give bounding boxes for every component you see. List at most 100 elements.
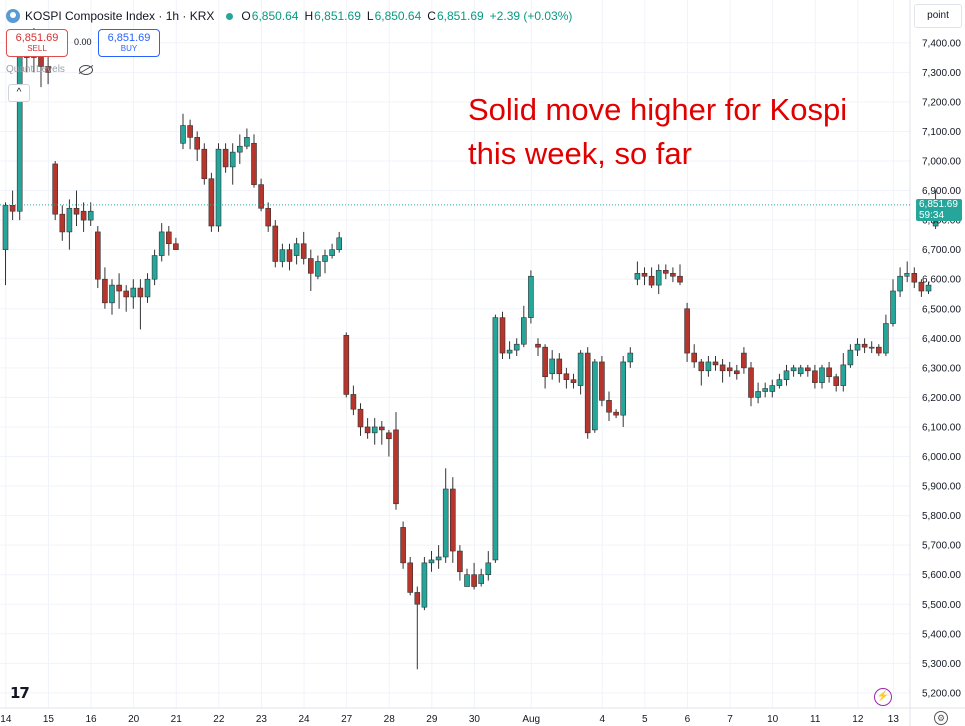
candle-body [378,426,385,431]
x-tick-label: 28 [384,714,396,725]
candle-body [307,258,314,274]
y-tick-label: 6,200.00 [922,393,961,404]
candle-body [890,290,896,324]
candle-body [797,367,804,375]
y-tick-label: 6,300.00 [922,363,961,374]
candle-body [471,574,477,587]
candle-body [620,361,627,416]
x-tick-label: 4 [599,714,605,725]
x-tick-label: 7 [727,714,733,725]
candle-body [371,426,378,434]
buy-label: BUY [120,44,138,53]
candle-body [634,272,641,280]
x-tick-label: 13 [888,714,900,725]
y-tick-label: 6,400.00 [922,334,961,345]
candle-body [52,163,59,215]
candle-body [393,429,399,505]
candle-body [535,343,541,348]
y-tick-label: 7,400.00 [922,38,961,49]
candle-body [343,335,350,395]
candle-body [400,527,406,564]
symbol-title[interactable]: KOSPI Composite Index · 1h · KRX [25,9,215,23]
low-label: L [366,9,374,23]
y-tick-label: 6,700.00 [922,245,961,256]
candle-body [229,151,236,168]
x-tick-label: 15 [43,714,55,725]
candle-body [222,148,229,168]
candle-body [364,426,371,434]
candle-body [698,361,705,372]
sell-button[interactable]: 6,851.69 SELL [6,29,68,57]
y-tick-label: 6,900.00 [922,186,961,197]
settings-icon[interactable]: ⚙ [934,711,948,725]
spread-value: 0.00 [74,37,92,47]
candle-body [435,556,442,561]
high-label: H [304,9,314,23]
candle-body [485,562,492,576]
last-price-label: 6,851.69 59:34 [916,198,962,221]
eye-off-icon[interactable] [79,65,93,75]
close-value: 6,851.69 [436,9,484,23]
candle-body [854,343,861,351]
bar-countdown: 59:34 [919,209,945,221]
y-tick-label: 6,800.00 [922,216,961,227]
buy-price: 6,851.69 [107,32,151,44]
candle-body [790,367,797,372]
candle-body [137,287,144,298]
candle-body [520,317,527,345]
candle-body [712,361,719,366]
candle-body [87,210,94,221]
x-tick-label: 20 [128,714,140,725]
chart-grid [0,0,910,708]
candle-body [123,290,129,298]
candle-body [577,352,584,386]
y-tick-label: 5,800.00 [922,511,961,522]
candle-body [457,550,463,573]
x-tick-label: Aug [522,714,540,725]
candle-body [492,317,499,561]
candle-body [336,237,343,250]
candle-body [783,370,790,380]
candle-body [116,284,122,292]
candle-body [883,323,889,354]
candle-body [73,207,80,215]
candle-body [812,370,818,383]
candles [2,28,953,670]
y-tick-label: 7,100.00 [922,127,961,138]
y-tick-label: 6,000.00 [922,452,961,463]
candle-body [109,284,115,304]
candle-body [762,388,769,392]
candle-body [130,287,137,298]
candle-body [194,137,200,150]
quant-levels-label[interactable]: Quant Levels [6,64,65,75]
x-tick-label: 6 [685,714,691,725]
candle-body [599,361,605,401]
y-tick-label: 5,300.00 [922,659,961,670]
candle-body [208,178,215,227]
y-tick-label: 7,000.00 [922,157,961,168]
candle-body [826,367,832,378]
price-scale-unit[interactable]: point [914,4,962,28]
candle-body [819,367,825,383]
buy-button[interactable]: 6,851.69 BUY [98,29,160,57]
y-tick-label: 5,200.00 [922,688,961,699]
y-tick-label: 5,500.00 [922,600,961,611]
lightning-icon[interactable]: ⚡ [874,688,892,706]
candle-body [513,343,520,351]
tradingview-logo-icon[interactable]: 17 [10,684,30,702]
candle-body [215,148,222,227]
candle-body [542,346,548,378]
candle-body [407,562,414,593]
close-label: C [427,9,436,23]
candle-body [414,592,421,605]
candle-body [748,367,754,398]
candle-body [244,137,250,147]
y-tick-label: 7,300.00 [922,68,961,79]
candle-body [918,281,925,292]
candle-body [726,367,733,372]
chevron-up-icon[interactable]: ^ [8,84,30,102]
candle-body [549,358,556,375]
candle-body [776,379,783,386]
x-tick-label: 14 [0,714,12,725]
